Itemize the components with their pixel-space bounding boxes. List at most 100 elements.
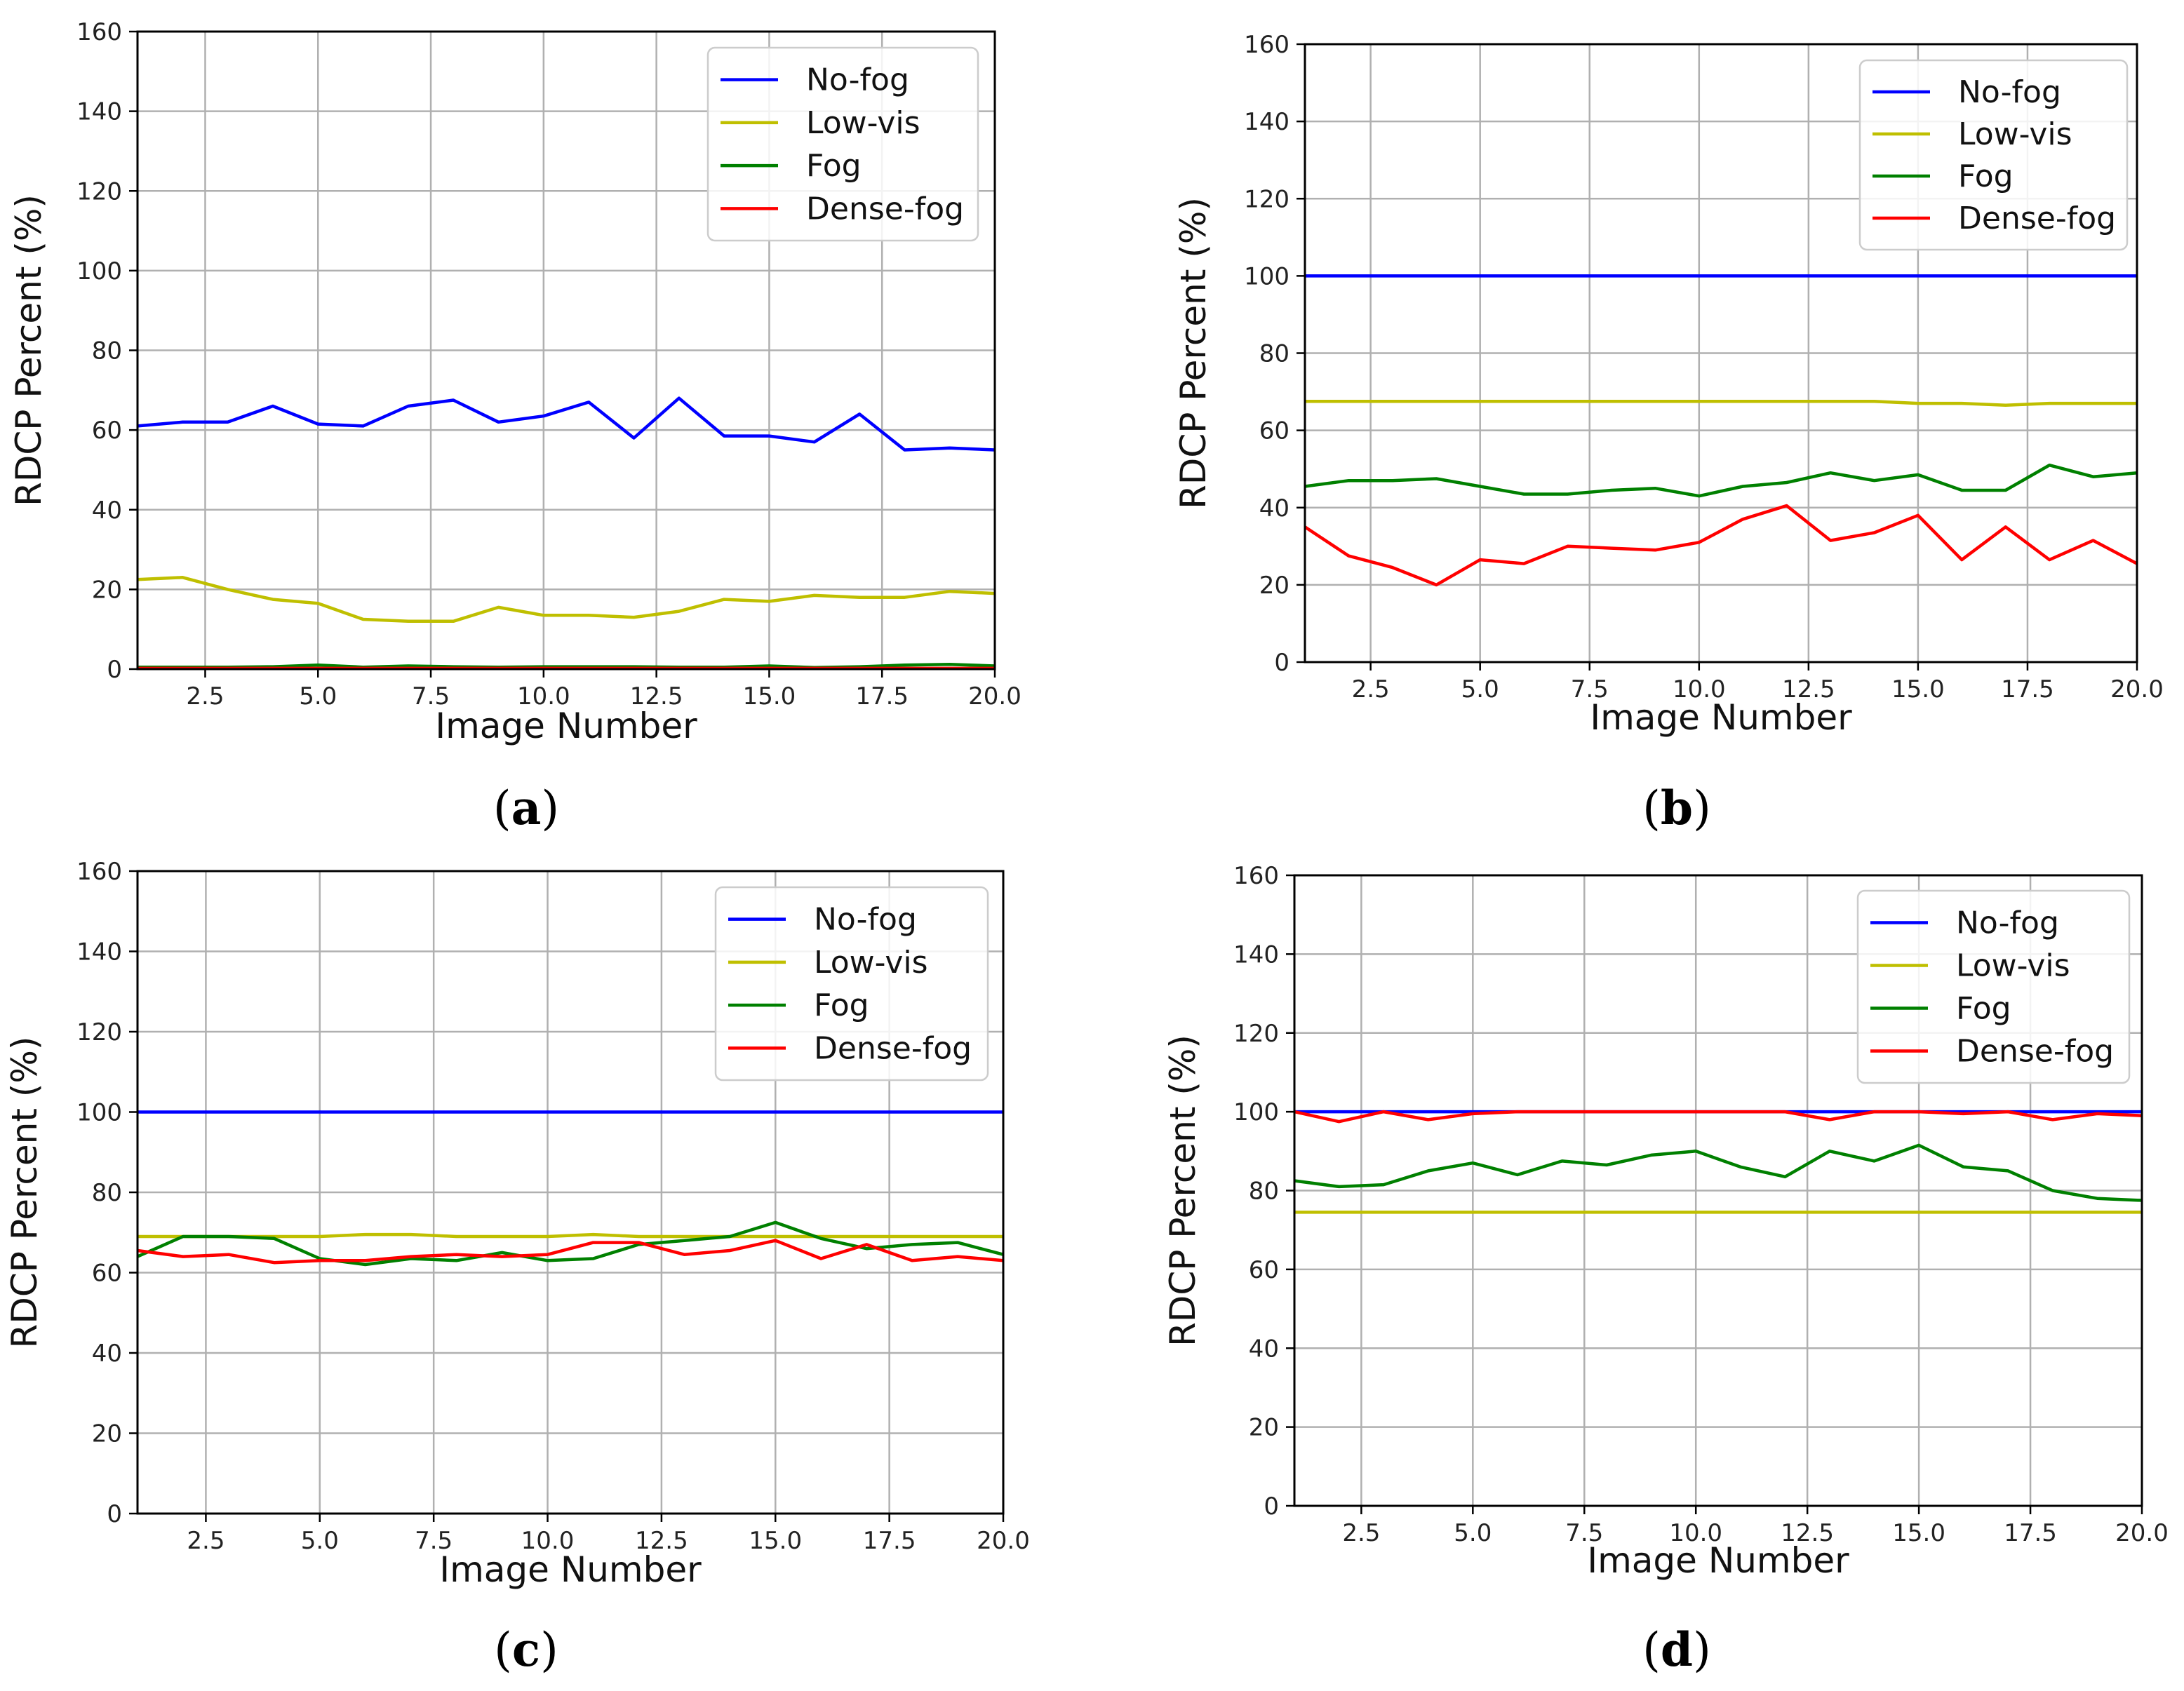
legend: No-fog Low-vis Fog Dense-fog: [1856, 889, 2131, 1084]
legend-label-no-fog: No-fog: [806, 62, 909, 98]
series-line-low-vis: [138, 1232, 1003, 1239]
x-axis-title: Image Number: [439, 1549, 702, 1590]
chart-panel-a: 2.5 5.0 7.5 10.0 12.5 15.0 17.5 20.0 0 20 40 60 80 10…: [8, 18, 1021, 835]
legend-label-fog: Fog: [1956, 991, 2011, 1027]
x-tick-label: 15.0: [1891, 675, 1945, 703]
legend-label-no-fog: No-fog: [1956, 905, 2059, 941]
legend-label-fog: Fog: [1958, 159, 2014, 194]
x-tick-label: 12.5: [1781, 1519, 1834, 1547]
x-tick-label: 5.0: [1454, 1519, 1492, 1547]
y-tick-label: 160: [1233, 862, 1279, 890]
x-tick-label: 5.0: [1461, 675, 1499, 703]
x-tick-label: 5.0: [299, 682, 337, 710]
legend-box: [1856, 889, 2131, 1084]
y-axis-title: RDCP Percent (%): [1163, 1035, 1203, 1347]
legend-label-dense-fog: Dense-fog: [1958, 201, 2116, 236]
y-tick-label: 0: [1274, 649, 1289, 677]
legend: No-fog Low-vis Fog Dense-fog: [714, 886, 989, 1082]
x-axis-title: Image Number: [1587, 1540, 1849, 1581]
x-tick-label: 2.5: [187, 1527, 225, 1555]
panel-caption: (b): [1642, 781, 1711, 835]
legend-label-low-vis: Low-vis: [814, 945, 928, 981]
series-line-dense-fog: [1304, 504, 2138, 587]
y-tick-label: 100: [76, 1099, 122, 1127]
y-axis-title: RDCP Percent (%): [1173, 197, 1214, 509]
legend-box: [714, 886, 989, 1082]
legend-label-fog: Fog: [806, 148, 862, 184]
panel-caption: (d): [1642, 1622, 1711, 1677]
y-tick-label: 40: [92, 497, 122, 525]
y-tick-label: 140: [76, 938, 122, 966]
panel-caption: (c): [494, 1622, 558, 1677]
chart-panel-c: 2.5 5.0 7.5 10.0 12.5 15.0 17.5 20.0 0 20 40 60 80 10…: [4, 858, 1030, 1677]
series-line-fog: [1304, 463, 2138, 498]
y-tick-label: 60: [1259, 417, 1289, 445]
y-tick-label: 20: [1259, 572, 1289, 600]
legend-label-low-vis: Low-vis: [1958, 116, 2072, 152]
series-line-dense-fog: [1294, 1110, 2143, 1124]
y-tick-label: 120: [76, 177, 122, 206]
y-tick-label: 20: [92, 1420, 122, 1448]
x-tick-label: 7.5: [1571, 675, 1609, 703]
x-tick-label: 7.5: [1565, 1519, 1603, 1547]
x-tick-label: 20.0: [2115, 1519, 2169, 1547]
y-tick-label: 40: [1249, 1335, 1279, 1363]
legend-label-low-vis: Low-vis: [1956, 948, 2070, 984]
series-line-low-vis: [1305, 400, 2137, 407]
legend-label-low-vis: Low-vis: [806, 105, 920, 141]
series-line-low-vis: [137, 576, 996, 624]
y-axis-title: RDCP Percent (%): [4, 1037, 45, 1349]
x-axis-title: Image Number: [1590, 697, 1852, 738]
y-tick-label: 80: [1249, 1178, 1279, 1206]
legend: No-fog Low-vis Fog Dense-fog: [706, 46, 979, 242]
x-tick-label: 15.0: [743, 682, 796, 710]
legend-box: [706, 46, 979, 242]
y-tick-label: 120: [1233, 1020, 1279, 1048]
y-tick-label: 80: [92, 337, 122, 365]
legend-label-no-fog: No-fog: [814, 902, 917, 938]
legend-label-fog: Fog: [814, 988, 869, 1023]
x-tick-label: 20.0: [968, 682, 1021, 710]
series-line-dense-fog: [137, 1239, 1004, 1265]
x-tick-label: 7.5: [412, 682, 450, 710]
y-tick-label: 100: [1233, 1098, 1279, 1126]
x-tick-label: 5.0: [301, 1527, 339, 1555]
y-tick-label: 120: [76, 1018, 122, 1046]
x-tick-label: 10.0: [1669, 1519, 1722, 1547]
chart-panel-d: 2.5 5.0 7.5 10.0 12.5 15.0 17.5 20.0 0 20 40 60 80 10…: [1163, 862, 2169, 1677]
y-tick-label: 40: [1259, 494, 1289, 523]
legend: No-fog Low-vis Fog Dense-fog: [1858, 59, 2129, 251]
y-tick-label: 0: [107, 1500, 122, 1528]
series-line-no-fog: [137, 396, 996, 452]
y-tick-label: 60: [92, 417, 122, 445]
x-tick-label: 2.5: [1342, 1519, 1380, 1547]
x-tick-label: 17.5: [2004, 1519, 2057, 1547]
y-tick-label: 0: [107, 656, 122, 684]
x-tick-label: 10.0: [1673, 675, 1726, 703]
x-tick-label: 7.5: [415, 1527, 453, 1555]
legend-label-no-fog: No-fog: [1958, 74, 2061, 110]
y-tick-label: 160: [76, 18, 122, 46]
y-tick-label: 20: [92, 576, 122, 604]
y-tick-label: 20: [1249, 1414, 1279, 1442]
chart-panel-b: 2.5 5.0 7.5 10.0 12.5 15.0 17.5 20.0 0 20 40 60 80 10…: [1173, 31, 2164, 835]
y-tick-label: 120: [1244, 185, 1289, 213]
x-tick-label: 15.0: [749, 1527, 802, 1555]
y-tick-label: 40: [92, 1340, 122, 1368]
x-tick-label: 20.0: [977, 1527, 1030, 1555]
x-tick-label: 12.5: [1782, 675, 1835, 703]
y-tick-label: 100: [76, 257, 122, 285]
y-tick-label: 100: [1244, 262, 1289, 290]
series-line-fog: [1294, 1143, 2143, 1202]
x-tick-label: 12.5: [635, 1527, 688, 1555]
y-tick-label: 160: [1244, 31, 1289, 59]
y-tick-label: 80: [92, 1179, 122, 1207]
x-tick-label: 17.5: [863, 1527, 916, 1555]
y-axis-title: RDCP Percent (%): [8, 194, 49, 506]
legend-label-dense-fog: Dense-fog: [1956, 1034, 2114, 1070]
x-tick-label: 17.5: [2001, 675, 2054, 703]
y-tick-label: 60: [92, 1260, 122, 1288]
x-tick-label: 12.5: [630, 682, 683, 710]
x-tick-label: 17.5: [855, 682, 909, 710]
